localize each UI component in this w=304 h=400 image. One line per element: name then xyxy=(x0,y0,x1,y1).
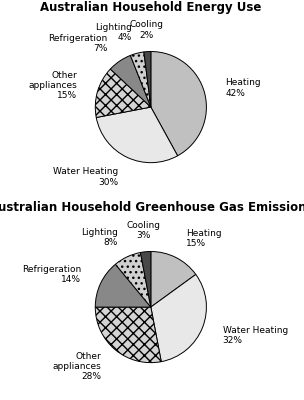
Wedge shape xyxy=(130,52,151,107)
Wedge shape xyxy=(144,52,151,107)
Text: Other
appliances
28%: Other appliances 28% xyxy=(53,352,102,382)
Wedge shape xyxy=(95,69,151,118)
Text: Water Heating
30%: Water Heating 30% xyxy=(53,167,118,186)
Text: Heating
15%: Heating 15% xyxy=(186,229,222,248)
Wedge shape xyxy=(151,252,196,307)
Wedge shape xyxy=(151,274,206,362)
Text: Refrigeration
7%: Refrigeration 7% xyxy=(48,34,108,53)
Title: Australian Household Energy Use: Australian Household Energy Use xyxy=(40,1,261,14)
Wedge shape xyxy=(95,307,161,363)
Text: Lighting
4%: Lighting 4% xyxy=(95,23,132,42)
Text: Cooling
2%: Cooling 2% xyxy=(129,20,163,40)
Wedge shape xyxy=(151,52,206,156)
Text: Refrigeration
14%: Refrigeration 14% xyxy=(22,264,81,284)
Text: Heating
42%: Heating 42% xyxy=(226,78,261,98)
Wedge shape xyxy=(140,252,151,307)
Title: Australian Household Greenhouse Gas Emissions: Australian Household Greenhouse Gas Emis… xyxy=(0,201,304,214)
Text: Water Heating
32%: Water Heating 32% xyxy=(223,326,288,345)
Text: Other
appliances
15%: Other appliances 15% xyxy=(28,71,77,100)
Wedge shape xyxy=(110,56,151,107)
Wedge shape xyxy=(95,264,151,307)
Text: Cooling
3%: Cooling 3% xyxy=(126,220,161,240)
Text: Lighting
8%: Lighting 8% xyxy=(81,228,118,247)
Wedge shape xyxy=(116,252,151,307)
Wedge shape xyxy=(96,107,178,163)
